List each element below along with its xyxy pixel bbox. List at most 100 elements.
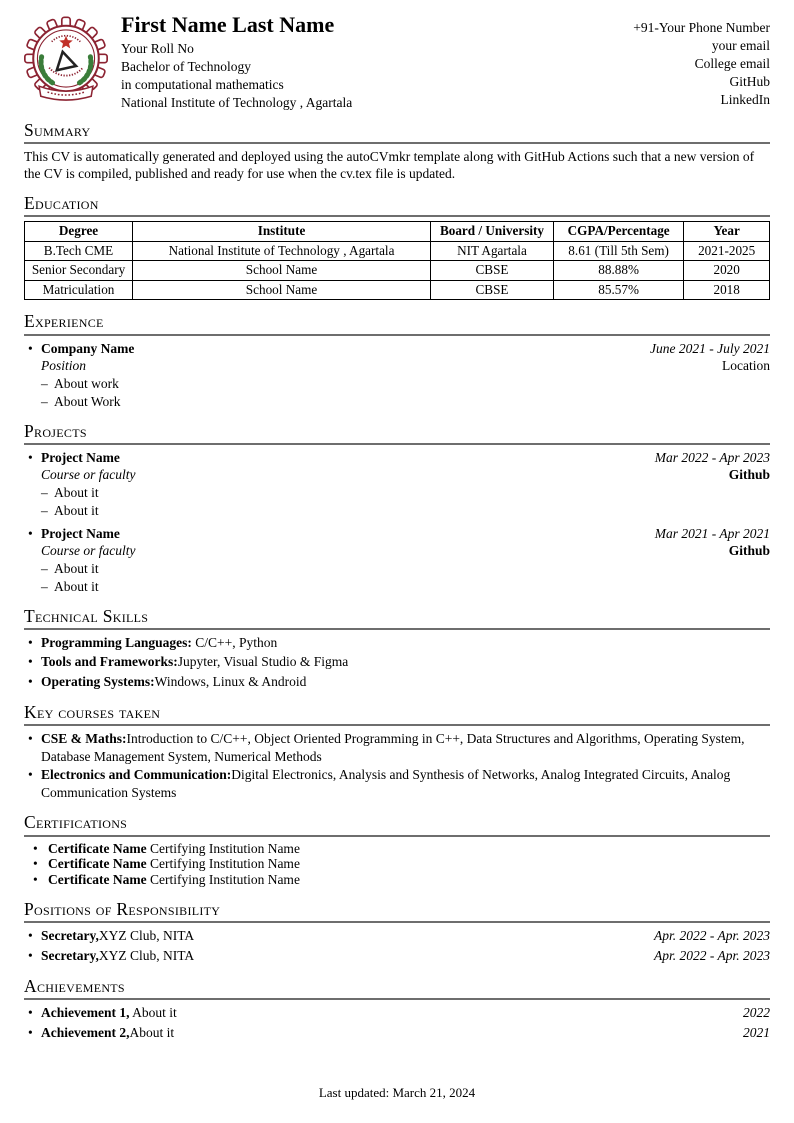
candidate-name: First Name Last Name [121,12,335,37]
section-title-achievements: Achievements [24,976,770,1001]
dash-marker: – [41,484,48,500]
course-item: • Electronics and Communication:Digital E… [28,767,731,800]
bullet-icon: • [28,673,33,689]
dash-marker: – [41,502,48,518]
cv-header: First Name Last Name Your Roll No Bachel… [24,12,770,112]
college-email-link[interactable]: College email [694,56,770,71]
bullet-icon: • [28,767,33,783]
cell: National Institute of Technology , Agart… [132,240,432,262]
cell: NIT Agartala [430,240,554,262]
experience-entry: • Company Name June 2021 - July 2021 Posi… [24,340,770,410]
education-header-row: Degree Institute Board / University CGPA… [23,221,770,242]
bullet-icon: • [28,449,33,465]
bullet-icon: • [28,731,33,747]
ribbon-banner [38,85,94,101]
col-degree: Degree [23,221,134,242]
inner-ring [36,29,96,88]
cell: Matriculation [23,279,134,301]
dash-marker: – [41,560,48,576]
middle-text-arc [48,67,84,77]
degree-line: Bachelor of Technology [121,59,252,75]
header-identity: First Name Last Name Your Roll No Bachel… [121,12,633,112]
header-contact: +91-Your Phone Number your email College… [633,13,770,109]
cell: School Name [132,260,432,281]
project-github-link[interactable]: Github [728,466,770,482]
section-title-technical-skills: Technical Skills [24,606,770,630]
table-row: B.Tech CME National Institute of Technol… [23,240,770,262]
skill-item: • Operating Systems:Windows, Linux & Andr… [24,673,770,692]
bullet-icon: • [28,654,33,670]
skill-item: • Programming Languages: C/C++, Python [24,634,770,653]
bullet-icon: • [28,634,33,650]
project-name: Project Name [41,449,120,465]
table-row: Senior Secondary School Name CBSE 88.88%… [23,260,770,281]
project-name: Project Name [41,525,120,541]
cell: 85.57% [552,279,685,301]
cell: 2018 [683,279,770,301]
certifications-list: • Certificate Name Certifying Institution… [24,841,770,888]
project-dates: Mar 2021 - Apr 2021 [654,525,770,541]
col-cgpa: CGPA/Percentage [552,221,685,242]
institute-emblem-icon [24,16,108,101]
wreath-left [38,54,56,86]
star-icon [59,35,73,49]
project-github-link[interactable]: Github [728,542,770,558]
achievement-item: • Achievement 1, About it 2022 [24,1004,770,1023]
project-course: Course or faculty [41,466,136,482]
bullet-icon: • [28,525,33,541]
summary-text: This CV is automatically generated and d… [24,149,755,182]
institute-line: National Institute of Technology , Agart… [121,95,353,111]
github-link[interactable]: GitHub [729,74,771,89]
position-item: • Secretary,XYZ Club, NITA Apr. 2022 - A… [24,927,770,946]
section-title-summary: Summary [24,120,770,145]
cell: 88.88% [552,260,685,281]
position-title: Position [41,357,87,373]
position-item: • Secretary,XYZ Club, NITA Apr. 2022 - A… [24,947,770,966]
bullet-icon: • [33,872,38,888]
email-link[interactable]: your email [711,38,770,53]
section-title-education: Education [24,193,770,218]
position-dates: Apr. 2022 - Apr. 2023 [653,928,770,944]
cell: School Name [132,279,432,301]
bullet-icon: • [28,928,33,944]
project-point: – About it [41,484,99,500]
last-updated-note: Last updated: March 21, 2024 [318,1085,476,1100]
cell: 2021-2025 [683,240,770,262]
nit-agartala-logo [24,13,108,109]
experience-point: – About Work [41,393,121,409]
achievement-item: • Achievement 2,About it 2021 [24,1024,770,1043]
section-title-experience: Experience [24,311,770,336]
cell: Senior Secondary [23,260,134,281]
roll-number: Your Roll No [121,41,194,57]
bullet-icon: • [28,1024,33,1040]
certificate-item: • Certificate Name Certifying Institution… [33,840,300,856]
dash-marker: – [41,393,48,409]
ribbon-text [47,91,85,96]
project-course: Course or faculty [41,542,136,558]
branch-line: in computational mathematics [121,77,284,93]
col-year: Year [683,221,770,242]
bullet-icon: • [33,856,38,872]
phone-number: +91-Your Phone Number [633,20,770,35]
project-dates: Mar 2022 - Apr 2023 [654,449,770,465]
section-title-key-courses: Key courses taken [24,702,770,727]
project-entry: • Project Name Mar 2022 - Apr 2023 Course… [24,449,770,519]
triangle-icon [54,49,79,72]
table-row: Matriculation School Name CBSE 85.57% 20… [23,279,770,301]
cell: CBSE [430,260,554,281]
experience-location: Location [722,357,770,373]
linkedin-link[interactable]: LinkedIn [720,92,771,107]
course-item: • CSE & Maths:Introduction to C/C++, Obje… [28,731,745,764]
dash-marker: – [41,578,48,594]
position-dates: Apr. 2022 - Apr. 2023 [653,947,770,963]
achievement-year: 2022 [743,1005,770,1021]
education-table: Degree Institute Board / University CGPA… [23,221,770,301]
wreath-right [76,54,94,86]
certificate-item: • Certificate Name Certifying Institution… [33,856,300,872]
cell: CBSE [430,279,554,301]
section-title-projects: Projects [24,421,770,445]
project-point: – About it [41,560,99,576]
top-text-arc [51,34,81,43]
bullet-icon: • [28,340,33,356]
